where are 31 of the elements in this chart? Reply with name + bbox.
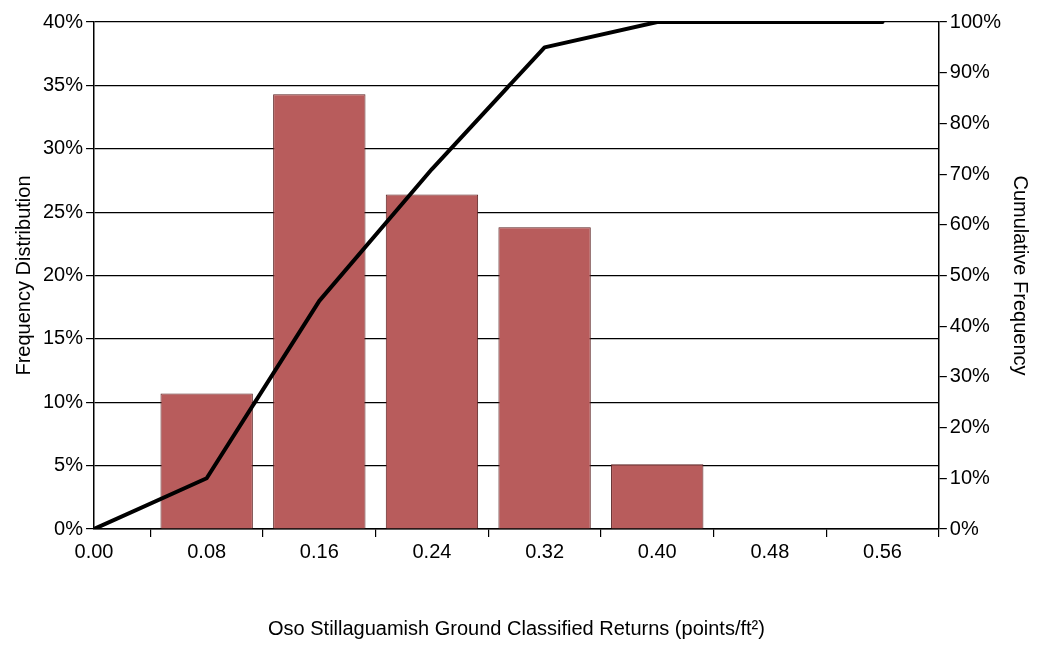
x-tick-label: 0.16: [299, 539, 339, 562]
y2-tick-label: 20%: [949, 415, 991, 438]
x-tick-label: 0.24: [412, 539, 452, 562]
x-axis-title: Oso Stillaguamish Ground Classified Returns (points/ft²): [268, 616, 765, 639]
y2-tick-label: 100%: [949, 9, 1002, 32]
y2-tick-label: 40%: [949, 313, 991, 336]
y2-tick-label: 80%: [949, 110, 991, 133]
y-tick-label: 15%: [43, 326, 84, 349]
y-tick-label: 10%: [43, 389, 84, 412]
y-tick-label: 25%: [43, 199, 84, 222]
x-tick-label: 0.56: [863, 539, 902, 562]
y2-tick-label: 10%: [949, 465, 991, 488]
y-tick-label: 20%: [43, 263, 84, 286]
y2-tick-label: 90%: [949, 60, 991, 83]
y-tick-label: 30%: [43, 136, 84, 159]
x-tick-label: 0.40: [637, 539, 677, 562]
y-axis-title: Frequency Distribution: [11, 175, 34, 376]
y2-tick-label: 0%: [949, 516, 979, 539]
x-tick-label: 0.32: [525, 539, 565, 562]
y2-tick-label: 70%: [949, 161, 991, 184]
y2-axis-title: Cumulative Frequency: [1010, 175, 1033, 376]
x-tick-label: 0.00: [74, 539, 114, 562]
y-tick-label: 40%: [43, 9, 84, 32]
y-tick-label: 5%: [54, 453, 84, 476]
y2-tick-label: 60%: [949, 212, 991, 235]
y-tick-label: 0%: [54, 516, 84, 539]
y2-tick-label: 50%: [949, 263, 991, 286]
x-tick-label: 0.48: [750, 539, 790, 562]
y2-tick-label: 30%: [949, 364, 991, 387]
y-tick-label: 35%: [43, 72, 84, 95]
x-tick-label: 0.08: [187, 539, 227, 562]
